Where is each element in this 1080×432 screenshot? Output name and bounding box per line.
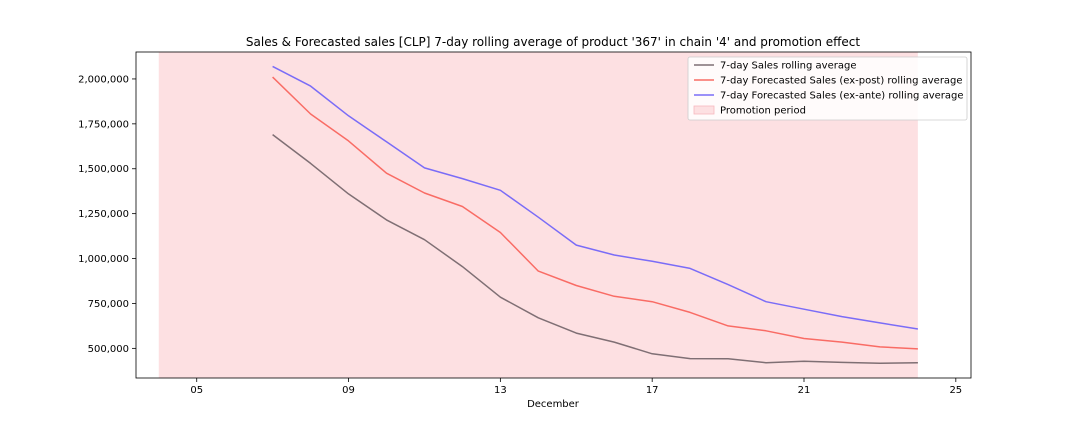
legend: 7-day Sales rolling average 7-day Forecas… xyxy=(687,56,968,121)
legend-label-promotion: Promotion period xyxy=(720,106,806,117)
y-tick-label: 500,000 xyxy=(88,344,129,355)
y-tick-label: 1,500,000 xyxy=(78,164,129,175)
y-tick-label: 2,000,000 xyxy=(78,74,129,85)
x-tick-label: 17 xyxy=(646,385,659,396)
x-tick-label: 09 xyxy=(342,385,355,396)
series-line-3 xyxy=(272,65,919,330)
chart-title: Sales & Forecasted sales [CLP] 7-day rol… xyxy=(246,35,860,49)
series-line-1 xyxy=(272,134,918,365)
x-tick-label: 25 xyxy=(949,385,962,396)
legend-label-1: 7-day Sales rolling average xyxy=(720,61,856,72)
y-tick-label: 750,000 xyxy=(88,299,129,310)
legend-swatch-promotion xyxy=(693,105,715,115)
y-tick-label: 1,000,000 xyxy=(78,254,129,265)
y-tick-label: 1,750,000 xyxy=(78,119,129,130)
legend-label-2: 7-day Forecasted Sales (ex-post) rolling… xyxy=(720,76,963,87)
series-line-2 xyxy=(272,76,918,350)
legend-box xyxy=(687,56,968,121)
x-axis-label: December xyxy=(527,399,580,410)
axes-frame xyxy=(135,51,972,379)
x-tick-label: 05 xyxy=(190,385,203,396)
y-tick-label: 1,250,000 xyxy=(78,209,129,220)
x-tick-label: 13 xyxy=(494,385,507,396)
legend-label-3: 7-day Forecasted Sales (ex-ante) rolling… xyxy=(720,91,964,102)
x-tick-label: 21 xyxy=(798,385,811,396)
